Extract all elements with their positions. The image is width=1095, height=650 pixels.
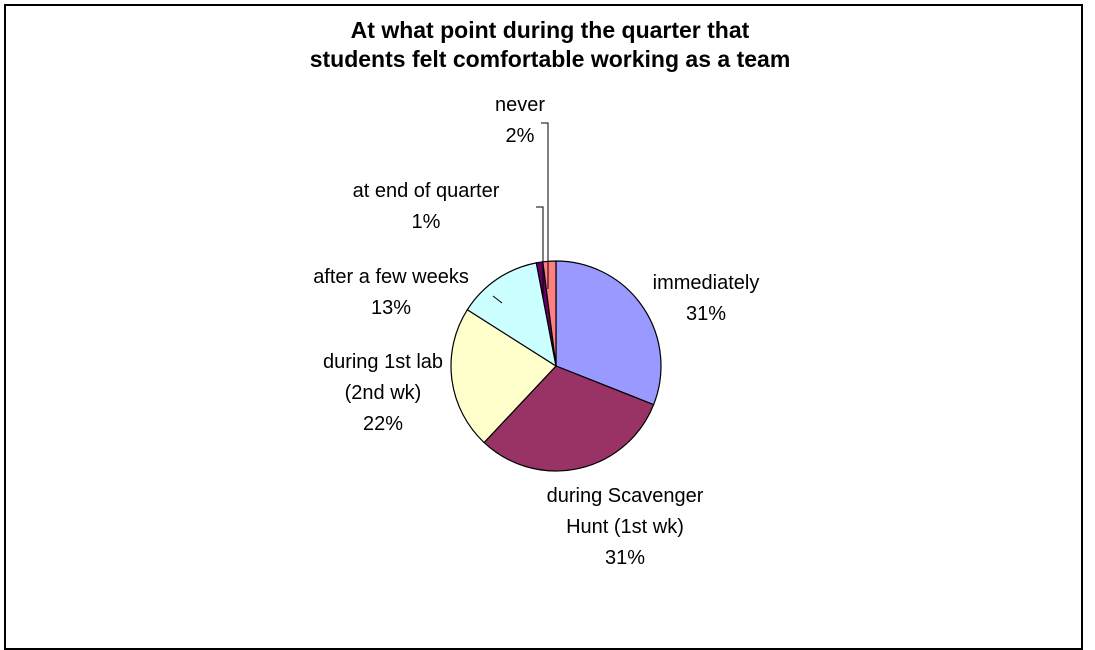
slice-percent-label-5: 2% bbox=[506, 125, 535, 147]
leader-line-3 bbox=[492, 295, 503, 304]
pie-slice-0 bbox=[555, 260, 662, 406]
chart-title: At what point during the quarter that st… bbox=[0, 16, 1095, 74]
chart-title-line-1: At what point during the quarter that bbox=[350, 17, 750, 43]
slice-percent-label-4: 1% bbox=[412, 211, 441, 233]
slice-label-5-line-0: never bbox=[495, 94, 545, 116]
slice-percent-label-1: 31% bbox=[605, 547, 645, 569]
slice-percent-label-3: 13% bbox=[371, 297, 411, 319]
slice-label-3-line-0: after a few weeks bbox=[313, 266, 469, 288]
slice-label-0-line-0: immediately bbox=[653, 272, 760, 294]
pie-slices bbox=[450, 260, 662, 472]
leader-line-4 bbox=[536, 206, 544, 295]
pie-slice-1 bbox=[483, 365, 655, 472]
leader-line-5 bbox=[541, 122, 549, 289]
slice-label-2-line-1: (2nd wk) bbox=[345, 382, 422, 404]
slice-percent-label-0: 31% bbox=[686, 303, 726, 325]
slice-label-4-line-0: at end of quarter bbox=[353, 180, 500, 202]
pie-slice-2 bbox=[450, 308, 557, 444]
slice-label-1-line-0: during Scavenger bbox=[547, 485, 704, 507]
slice-label-2-line-0: during 1st lab bbox=[323, 351, 443, 373]
slice-labels: immediately 31% during Scavenger Hunt (1st … bbox=[313, 94, 759, 569]
slice-percent-label-2: 22% bbox=[363, 413, 403, 435]
pie-slice-3 bbox=[466, 262, 557, 368]
chart-title-line-2: students felt comfortable working as a t… bbox=[309, 46, 791, 72]
slice-label-1-line-1: Hunt (1st wk) bbox=[566, 516, 684, 538]
leader-lines bbox=[492, 122, 549, 304]
